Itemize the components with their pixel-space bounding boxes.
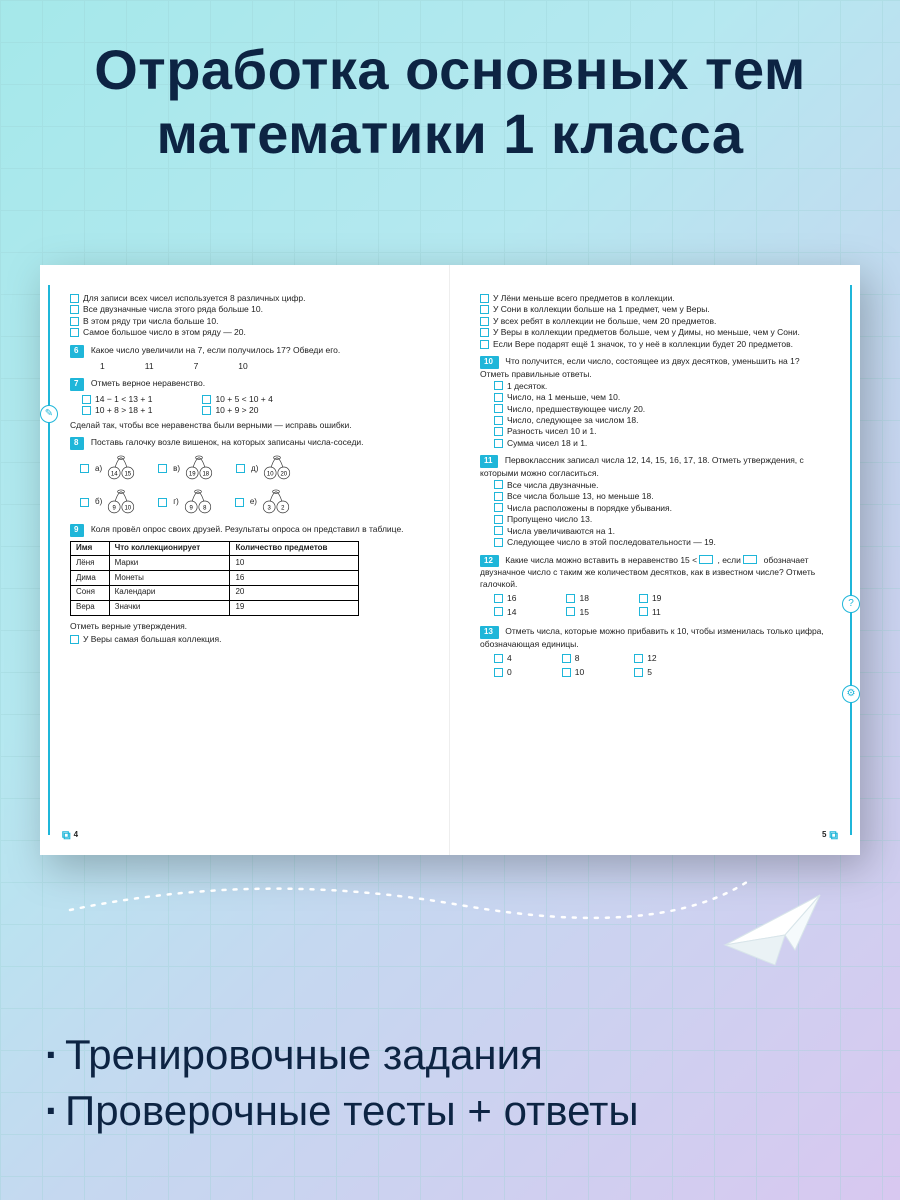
q12-text-a: Какие числа можно вставить в неравенство… bbox=[505, 555, 699, 565]
q11: 11 Первоклассник записал числа 12, 14, 1… bbox=[480, 455, 830, 479]
pencil-icon: ✎ bbox=[40, 405, 58, 423]
q9: 9 Коля провёл опрос своих друзей. Резуль… bbox=[70, 524, 423, 537]
q6-text: Какое число увеличили на 7, если получил… bbox=[91, 345, 340, 355]
q11-options: Все числа двузначные.Все числа больше 13… bbox=[494, 480, 830, 549]
q7-inequalities: 14 − 1 < 13 + 110 + 8 > 18 + 110 + 5 < 1… bbox=[82, 394, 423, 417]
svg-text:14: 14 bbox=[111, 472, 118, 478]
page-number-right: 5 ⧉ bbox=[822, 827, 838, 843]
dotted-line bbox=[60, 860, 760, 940]
svg-text:19: 19 bbox=[189, 472, 196, 478]
q8: 8 Поставь галочку возле вишенок, на кото… bbox=[70, 437, 423, 450]
q9-num: 9 bbox=[70, 524, 84, 537]
workbook-spread: ✎ Для записи всех чисел используется 8 р… bbox=[40, 265, 860, 855]
book-icon: ⧉ bbox=[829, 827, 838, 843]
gear-icon: ⚙ bbox=[842, 685, 860, 703]
q13: 13 Отметь числа, которые можно прибавить… bbox=[480, 626, 830, 650]
right-margin-line bbox=[850, 285, 852, 835]
q8-text: Поставь галочку возле вишенок, на которы… bbox=[91, 437, 364, 447]
cherry-option: б)910 bbox=[80, 488, 138, 518]
q12-num: 12 bbox=[480, 555, 499, 568]
q8-num: 8 bbox=[70, 437, 84, 450]
q7: 7 Отметь верное неравенство. bbox=[70, 378, 423, 391]
q7-num: 7 bbox=[70, 378, 84, 391]
intro-checks-right: У Лёни меньше всего предметов в коллекци… bbox=[480, 293, 830, 350]
cherry-option: а)1415 bbox=[80, 454, 138, 484]
title-line-1: Отработка основных тем bbox=[94, 38, 806, 101]
cherry-option: д)1020 bbox=[236, 454, 294, 484]
title-line-2: математики 1 класса bbox=[156, 102, 743, 165]
feature-bullets: Тренировочные задания Проверочные тесты … bbox=[45, 1027, 639, 1140]
q13-text: Отметь числа, которые можно прибавить к … bbox=[480, 626, 824, 649]
page-left: ✎ Для записи всех чисел используется 8 р… bbox=[40, 265, 450, 855]
cherry-option: е)32 bbox=[235, 488, 293, 518]
q9-check1: У Веры самая большая коллекция. bbox=[70, 634, 423, 645]
book-icon: ⧉ bbox=[62, 827, 71, 843]
q7-tail: Сделай так, чтобы все неравенства были в… bbox=[70, 420, 423, 431]
q10-num: 10 bbox=[480, 356, 499, 369]
q10: 10 Что получится, если число, состоящее … bbox=[480, 356, 830, 380]
page-right: ? ⚙ У Лёни меньше всего предметов в колл… bbox=[450, 265, 860, 855]
svg-text:20: 20 bbox=[281, 472, 288, 478]
q9-table: ИмяЧто коллекционируетКоличество предмет… bbox=[70, 541, 359, 616]
cherries-row-1: а)1415в)1918д)1020 bbox=[80, 454, 423, 484]
page-number-left: ⧉ 4 bbox=[62, 827, 78, 843]
q13-options: 40810125 bbox=[494, 653, 830, 680]
q13-num: 13 bbox=[480, 626, 499, 639]
cherries-row-2: б)910 г)98 е)32 bbox=[80, 488, 423, 518]
svg-text:15: 15 bbox=[125, 472, 132, 478]
svg-text:2: 2 bbox=[281, 505, 284, 511]
q12-text-b: , если bbox=[717, 555, 743, 565]
svg-text:10: 10 bbox=[267, 472, 274, 478]
svg-text:10: 10 bbox=[125, 505, 132, 511]
q6-options: 111710 bbox=[100, 361, 423, 372]
q11-text: Первоклассник записал числа 12, 14, 15, … bbox=[480, 455, 804, 478]
cherry-option: в)1918 bbox=[158, 454, 216, 484]
main-title: Отработка основных тем математики 1 клас… bbox=[0, 38, 900, 167]
q10-text: Что получится, если число, состоящее из … bbox=[480, 356, 800, 379]
q12: 12 Какие числа можно вставить в неравенс… bbox=[480, 555, 830, 591]
q7-text: Отметь верное неравенство. bbox=[91, 378, 205, 388]
intro-checks-left: Для записи всех чисел используется 8 раз… bbox=[70, 293, 423, 339]
q12-options: 161418151911 bbox=[494, 593, 830, 620]
bullet-2: Проверочные тесты + ответы bbox=[45, 1083, 639, 1140]
cherry-option: г)98 bbox=[158, 488, 215, 518]
svg-text:18: 18 bbox=[203, 472, 210, 478]
q9-after: Отметь верные утверждения. bbox=[70, 621, 423, 632]
hint-icon: ? bbox=[842, 595, 860, 613]
bullet-1: Тренировочные задания bbox=[45, 1027, 639, 1084]
q10-options: 1 десяток.Число, на 1 меньше, чем 10.Чис… bbox=[494, 381, 830, 450]
paper-plane-icon bbox=[720, 890, 830, 970]
left-margin-line bbox=[48, 285, 50, 835]
q11-num: 11 bbox=[480, 455, 498, 468]
q6-num: 6 bbox=[70, 345, 84, 358]
q9-text: Коля провёл опрос своих друзей. Результа… bbox=[91, 524, 404, 534]
q6: 6 Какое число увеличили на 7, если получ… bbox=[70, 345, 423, 358]
